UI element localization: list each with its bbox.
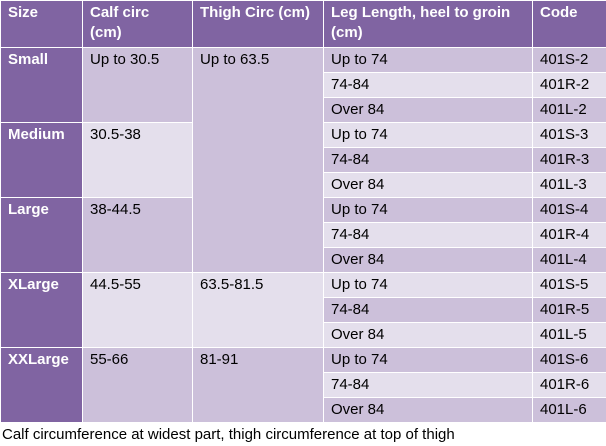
header-cell: Thigh Circ (cm) bbox=[193, 1, 324, 48]
header-cell: Code bbox=[533, 1, 606, 48]
code-cell: 401S-3 bbox=[533, 123, 606, 148]
code-cell: 401L-4 bbox=[533, 248, 606, 273]
code-cell: 401R-5 bbox=[533, 298, 606, 323]
length-cell: 74-84 bbox=[324, 298, 533, 323]
length-cell: 74-84 bbox=[324, 148, 533, 173]
length-cell: Up to 74 bbox=[324, 273, 533, 298]
size-cell: Medium bbox=[1, 123, 83, 198]
caption: Calf circumference at widest part, thigh… bbox=[0, 423, 606, 446]
calf-cell: 30.5-38 bbox=[83, 123, 193, 198]
size-cell: XLarge bbox=[1, 273, 83, 348]
header-cell: Size bbox=[1, 1, 83, 48]
calf-cell: Up to 30.5 bbox=[83, 48, 193, 123]
length-cell: Up to 74 bbox=[324, 348, 533, 373]
length-cell: Over 84 bbox=[324, 248, 533, 273]
calf-cell: 38-44.5 bbox=[83, 198, 193, 273]
thigh-cell: 81-91 bbox=[193, 348, 324, 423]
thigh-cell: 63.5-81.5 bbox=[193, 273, 324, 348]
size-cell: Large bbox=[1, 198, 83, 273]
length-cell: Over 84 bbox=[324, 98, 533, 123]
length-cell: Over 84 bbox=[324, 398, 533, 423]
length-cell: Up to 74 bbox=[324, 48, 533, 73]
size-cell: XXLarge bbox=[1, 348, 83, 423]
length-cell: 74-84 bbox=[324, 373, 533, 398]
code-cell: 401R-2 bbox=[533, 73, 606, 98]
code-cell: 401R-6 bbox=[533, 373, 606, 398]
code-cell: 401L-6 bbox=[533, 398, 606, 423]
code-cell: 401R-3 bbox=[533, 148, 606, 173]
code-cell: 401S-4 bbox=[533, 198, 606, 223]
code-cell: 401L-5 bbox=[533, 323, 606, 348]
length-cell: Up to 74 bbox=[324, 198, 533, 223]
code-cell: 401R-4 bbox=[533, 223, 606, 248]
header-cell: Leg Length, heel to groin (cm) bbox=[324, 1, 533, 48]
length-cell: Over 84 bbox=[324, 323, 533, 348]
code-cell: 401S-6 bbox=[533, 348, 606, 373]
header-cell: Calf circ (cm) bbox=[83, 1, 193, 48]
length-cell: 74-84 bbox=[324, 223, 533, 248]
thigh-cell: Up to 63.5 bbox=[193, 48, 324, 273]
size-cell: Small bbox=[1, 48, 83, 123]
code-cell: 401S-5 bbox=[533, 273, 606, 298]
length-cell: Up to 74 bbox=[324, 123, 533, 148]
calf-cell: 44.5-55 bbox=[83, 273, 193, 348]
code-cell: 401L-3 bbox=[533, 173, 606, 198]
length-cell: Over 84 bbox=[324, 173, 533, 198]
length-cell: 74-84 bbox=[324, 73, 533, 98]
calf-cell: 55-66 bbox=[83, 348, 193, 423]
code-cell: 401S-2 bbox=[533, 48, 606, 73]
code-cell: 401L-2 bbox=[533, 98, 606, 123]
